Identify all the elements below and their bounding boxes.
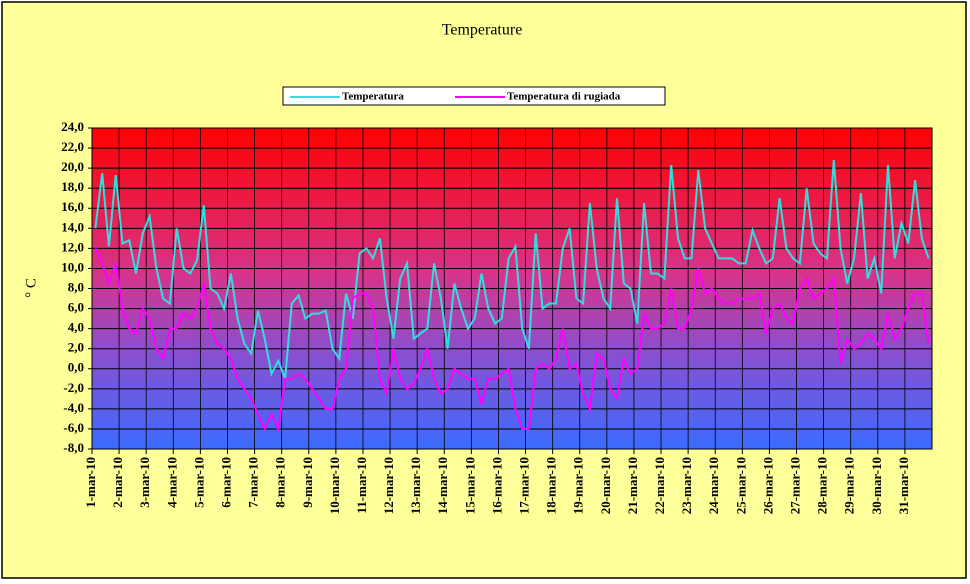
x-tick-label: 29-mar-10 xyxy=(842,457,857,514)
x-tick-label: 16-mar-10 xyxy=(489,457,504,514)
y-tick-label: 18,0 xyxy=(61,179,84,194)
y-tick-label: 16,0 xyxy=(61,199,84,214)
plot-border xyxy=(91,127,933,450)
y-tick-label: -4,0 xyxy=(63,400,84,415)
y-tick-label: -2,0 xyxy=(63,380,84,395)
x-tick-label: 11-mar-10 xyxy=(354,457,369,514)
x-tick-label: 25-mar-10 xyxy=(733,457,748,514)
x-tick-label: 26-mar-10 xyxy=(760,457,775,514)
y-tick-label: 20,0 xyxy=(61,159,84,174)
x-tick-label: 13-mar-10 xyxy=(408,457,423,514)
x-tick-label: 5-mar-10 xyxy=(191,457,206,508)
x-tick-label: 3-mar-10 xyxy=(137,457,152,508)
y-tick-label: 6,0 xyxy=(68,300,84,315)
x-tick-label: 21-mar-10 xyxy=(625,457,640,514)
x-tick-label: 28-mar-10 xyxy=(815,457,830,514)
y-tick-label: 2,0 xyxy=(68,340,84,355)
x-tick-label: 18-mar-10 xyxy=(544,457,559,514)
legend-label: Temperatura di rugiada xyxy=(507,91,621,103)
y-tick-label: 8,0 xyxy=(68,279,84,294)
y-tick-label: 14,0 xyxy=(61,219,84,234)
x-tick-label: 19-mar-10 xyxy=(571,457,586,514)
x-tick-label: 14-mar-10 xyxy=(435,457,450,514)
data-line xyxy=(94,247,930,433)
x-tick-label: 12-mar-10 xyxy=(381,457,396,514)
x-tick-label: 31-mar-10 xyxy=(896,457,911,514)
data-line xyxy=(94,160,930,380)
x-tick-label: 1-mar-10 xyxy=(83,457,98,508)
y-tick-label: 22,0 xyxy=(61,139,84,154)
x-tick-label: 20-mar-10 xyxy=(598,457,613,514)
x-tick-label: 9-mar-10 xyxy=(300,457,315,508)
x-tick-label: 7-mar-10 xyxy=(246,457,261,508)
x-tick-label: 27-mar-10 xyxy=(788,457,803,514)
legend-label: Temperatura xyxy=(342,91,404,103)
x-tick-label: 6-mar-10 xyxy=(218,457,233,508)
x-tick-label: 4-mar-10 xyxy=(164,457,179,508)
chart-title: Temperature xyxy=(442,22,523,39)
x-tick-label: 17-mar-10 xyxy=(517,457,532,514)
x-tick-label: 15-mar-10 xyxy=(462,457,477,514)
x-tick-label: 23-mar-10 xyxy=(679,457,694,514)
y-tick-label: 10,0 xyxy=(61,259,84,274)
y-tick-label: 0,0 xyxy=(68,360,84,375)
y-tick-label: -6,0 xyxy=(63,420,84,435)
x-tick-label: 30-mar-10 xyxy=(869,457,884,514)
x-tick-label: 24-mar-10 xyxy=(706,457,721,514)
x-tick-label: 10-mar-10 xyxy=(327,457,342,514)
y-tick-label: 4,0 xyxy=(68,320,84,335)
y-tick-label: 12,0 xyxy=(61,239,84,254)
y-axis-title: ° C xyxy=(23,278,39,298)
x-tick-label: 22-mar-10 xyxy=(652,457,667,514)
y-tick-label: -8,0 xyxy=(63,440,84,455)
y-tick-label: 24,0 xyxy=(61,119,84,134)
x-tick-label: 2-mar-10 xyxy=(110,457,125,508)
x-tick-label: 8-mar-10 xyxy=(273,457,288,508)
